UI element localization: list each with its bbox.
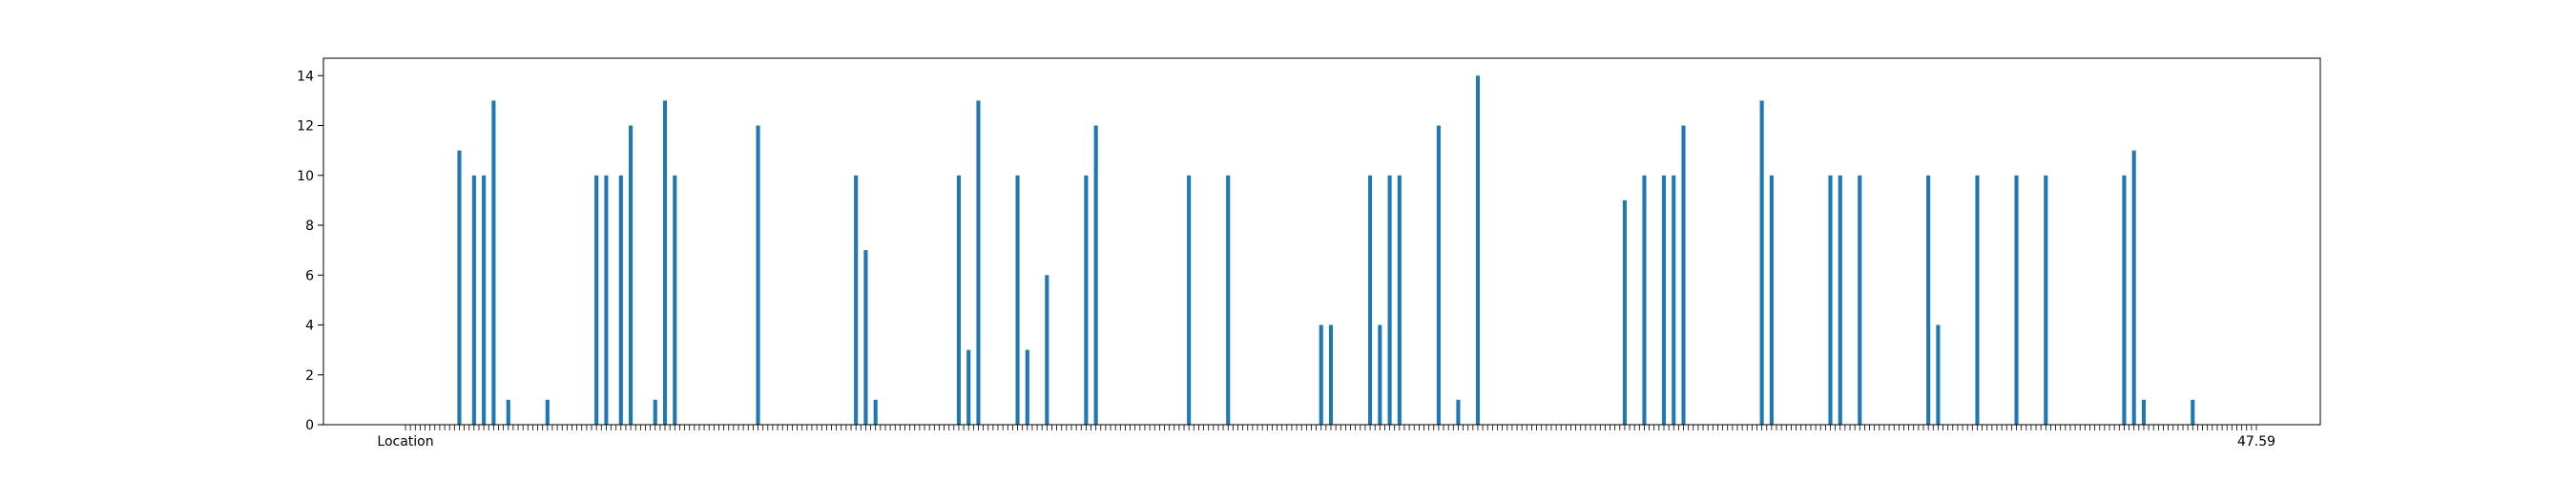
bar — [1319, 324, 1323, 425]
bar — [2131, 150, 2136, 425]
bar — [2044, 175, 2048, 425]
bar — [1436, 125, 1441, 425]
bar — [618, 175, 623, 425]
bar — [1926, 175, 1931, 425]
bar — [1838, 175, 1842, 425]
x-tick-label-first: Location — [377, 434, 433, 450]
bar — [976, 100, 981, 425]
bar — [482, 175, 487, 425]
y-tick-label: 0 — [305, 418, 314, 433]
bar — [1858, 175, 1862, 425]
bar — [1045, 275, 1049, 425]
bar — [2191, 399, 2195, 425]
bar — [457, 150, 462, 425]
y-axis-ticks: 0 2 4 6 8 10 12 14 — [297, 69, 323, 433]
bar — [1759, 100, 1764, 425]
bar — [756, 125, 760, 425]
bar — [1681, 125, 1686, 425]
bar — [1661, 175, 1667, 425]
bar — [545, 399, 550, 425]
bar — [629, 125, 634, 425]
bar — [1475, 75, 1481, 426]
bar — [1187, 175, 1192, 425]
bar — [966, 349, 971, 425]
bar — [1226, 175, 1231, 425]
bar — [863, 250, 868, 425]
bar — [1936, 324, 1941, 425]
bar — [1975, 175, 1980, 425]
x-axis-ticks — [405, 425, 2257, 430]
bar — [1642, 175, 1647, 425]
bar — [1769, 175, 1774, 425]
bar — [594, 175, 599, 425]
bar — [1328, 324, 1334, 425]
y-tick-label: 12 — [297, 119, 314, 135]
bar — [1093, 125, 1098, 425]
bar — [1015, 175, 1020, 425]
bar — [604, 175, 609, 425]
bar — [1368, 175, 1373, 425]
bar — [2141, 399, 2147, 425]
plot-frame — [322, 57, 2321, 426]
x-tick-label-last: 47.59 — [2237, 434, 2275, 450]
bars-layer — [457, 75, 2195, 426]
bar — [956, 175, 961, 425]
y-tick-label: 14 — [297, 69, 314, 84]
bar — [1828, 175, 1833, 425]
y-tick-label: 8 — [305, 219, 314, 234]
y-tick-label: 10 — [297, 169, 314, 184]
bar — [1084, 175, 1089, 425]
bar — [673, 175, 677, 425]
bar — [1397, 175, 1402, 425]
bar — [1672, 175, 1676, 425]
y-tick-label: 4 — [305, 319, 314, 334]
bar — [2014, 175, 2019, 425]
bar — [1378, 324, 1382, 425]
bar — [1456, 399, 1461, 425]
y-tick-label: 6 — [305, 268, 314, 283]
bar — [1387, 175, 1392, 425]
bar — [1622, 199, 1627, 425]
bar — [1025, 349, 1029, 425]
bar — [2122, 175, 2127, 425]
bar — [506, 399, 510, 425]
bar — [491, 100, 496, 425]
y-tick-label: 2 — [305, 368, 314, 384]
bar — [854, 175, 859, 425]
bar — [662, 100, 668, 425]
bar — [471, 175, 476, 425]
bar — [653, 399, 657, 425]
bar — [873, 399, 878, 425]
